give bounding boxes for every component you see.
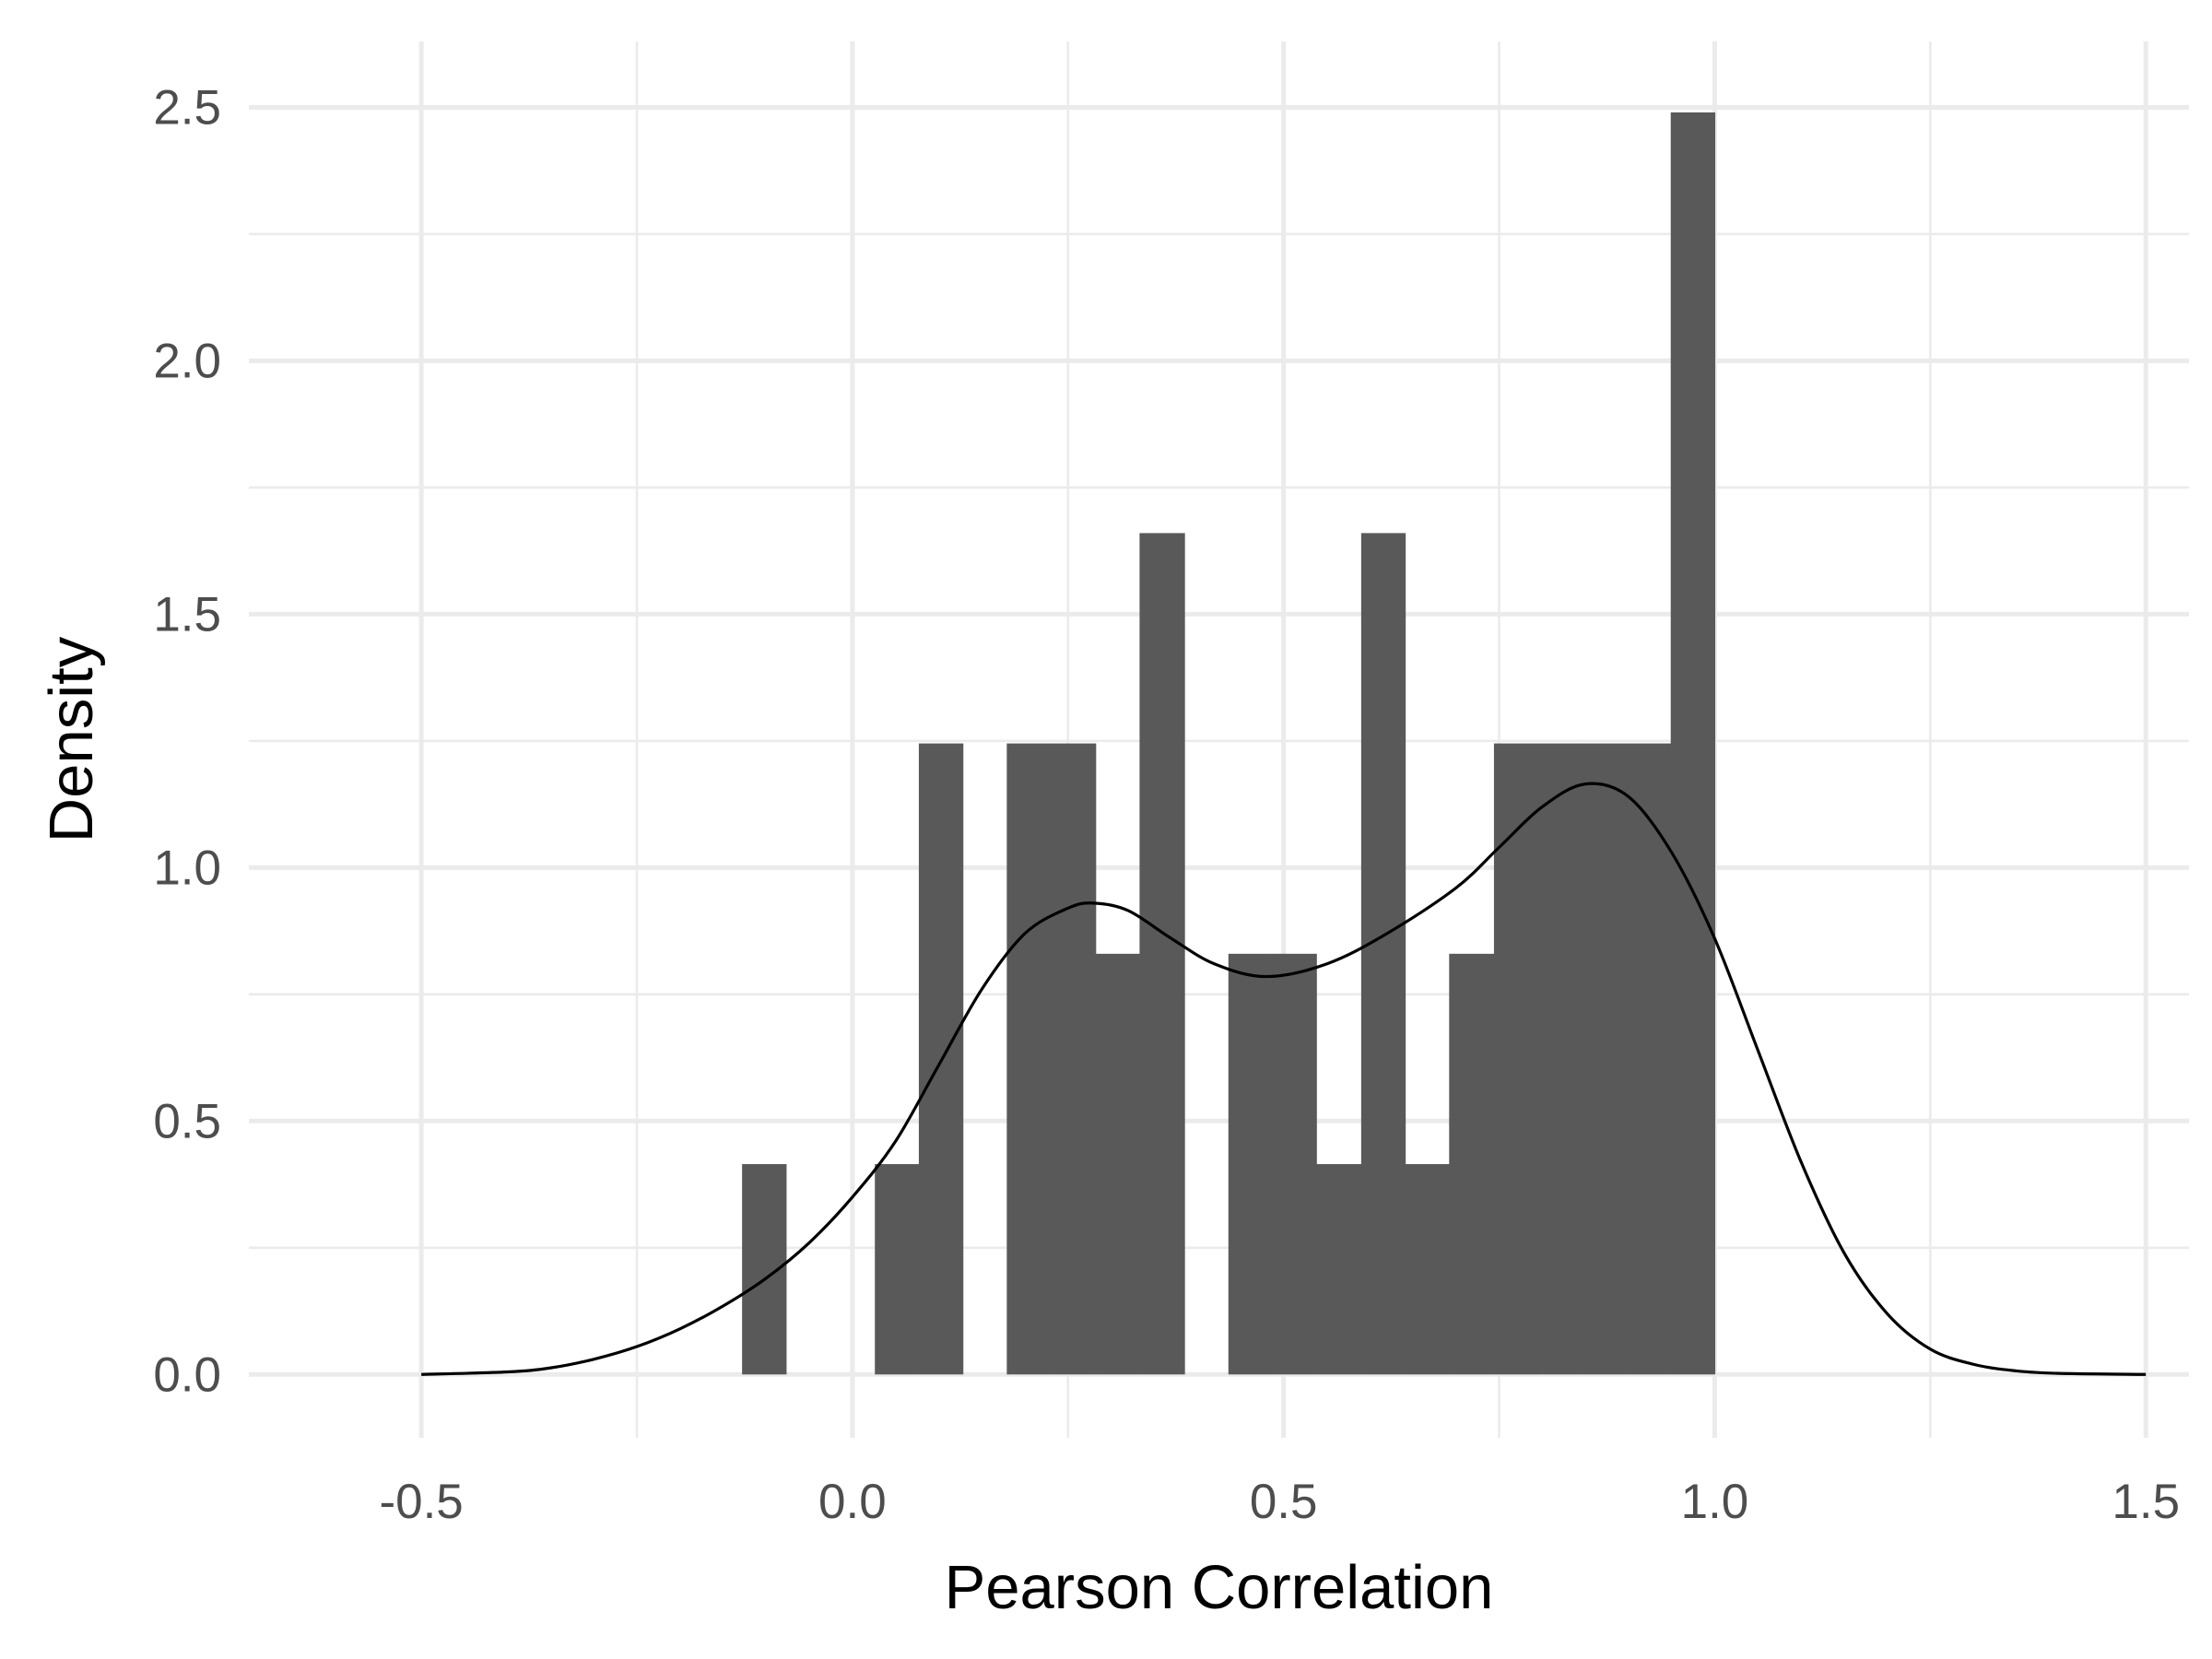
- histogram-bar: [1139, 533, 1185, 1375]
- histogram-bar: [875, 1164, 920, 1375]
- y-tick-label: 1.5: [153, 587, 221, 641]
- histogram-bar: [1006, 743, 1053, 1375]
- y-tick-label: 0.5: [153, 1094, 221, 1148]
- histogram-bar: [1228, 953, 1274, 1375]
- histogram-bar: [1670, 112, 1716, 1375]
- x-tick-label: 0.5: [1250, 1475, 1318, 1529]
- y-axis-tick-labels: 0.0 0.5 1.0 1.5 2.0 2.5: [153, 80, 221, 1402]
- y-tick-label: 0.0: [153, 1347, 221, 1402]
- histogram-bar: [1493, 743, 1539, 1375]
- histogram-bar: [1405, 1164, 1450, 1375]
- x-tick-label: 0.0: [818, 1475, 887, 1529]
- x-tick-label: 1.0: [1681, 1475, 1749, 1529]
- x-axis-title: Pearson Correlation: [945, 1553, 1494, 1622]
- histogram-bar: [1052, 743, 1097, 1375]
- histogram-bar: [1360, 533, 1406, 1375]
- histogram-bar: [1095, 953, 1141, 1375]
- histogram-bar: [1582, 743, 1627, 1375]
- density-curve-layer: [421, 782, 2147, 1376]
- histogram-bar: [1537, 743, 1583, 1375]
- histogram-bar: [1272, 953, 1317, 1375]
- x-axis-tick-labels: -0.5 0.0 0.5 1.0 1.5: [379, 1475, 2180, 1529]
- histogram-bar: [1626, 743, 1672, 1375]
- y-tick-label: 2.0: [153, 334, 221, 388]
- y-axis-title: Density: [37, 636, 106, 842]
- grid-lines: [249, 41, 2189, 1438]
- histogram-bar: [1316, 1164, 1362, 1375]
- y-tick-label: 2.5: [153, 80, 221, 135]
- y-tick-label: 1.0: [153, 841, 221, 895]
- density-curve: [421, 782, 2147, 1376]
- histogram-bars: [742, 112, 1716, 1375]
- x-tick-label: 1.5: [2112, 1475, 2180, 1529]
- x-tick-label: -0.5: [379, 1475, 463, 1529]
- histogram-bar: [1449, 953, 1495, 1375]
